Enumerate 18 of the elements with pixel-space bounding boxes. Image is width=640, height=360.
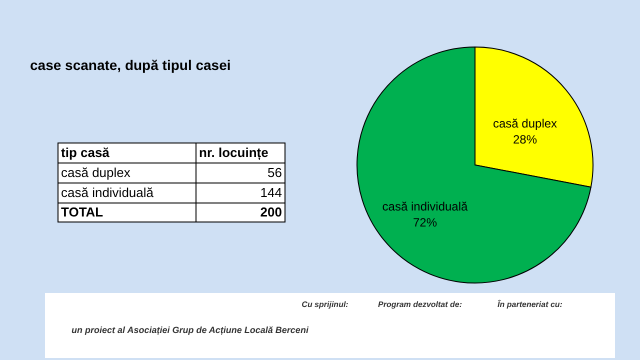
data-label: 72% bbox=[412, 215, 438, 230]
text: TOTAL bbox=[61, 204, 104, 220]
text: nr. locuințe bbox=[199, 145, 268, 161]
text: În parteneriat cu: bbox=[498, 299, 563, 309]
text: tip casă bbox=[61, 145, 110, 160]
pie-slice bbox=[356, 46, 592, 284]
text: un proiect al Asociației Grup de Acțiune Locală Berceni bbox=[72, 325, 309, 335]
text: Program dezvoltat de: bbox=[378, 300, 462, 309]
text: Cu sprijinul: bbox=[302, 300, 349, 309]
text: 200 bbox=[260, 204, 282, 220]
data-label: 28% bbox=[512, 132, 538, 147]
slice-label: casă individuală bbox=[382, 199, 468, 214]
category-label: casă individuală bbox=[61, 185, 154, 200]
category-label: casă duplex bbox=[61, 165, 130, 180]
text: 144 bbox=[260, 185, 282, 200]
slice-label: casă duplex bbox=[492, 116, 558, 131]
text: 56 bbox=[268, 165, 282, 180]
text: case scanate, după tipul casei bbox=[30, 57, 231, 73]
